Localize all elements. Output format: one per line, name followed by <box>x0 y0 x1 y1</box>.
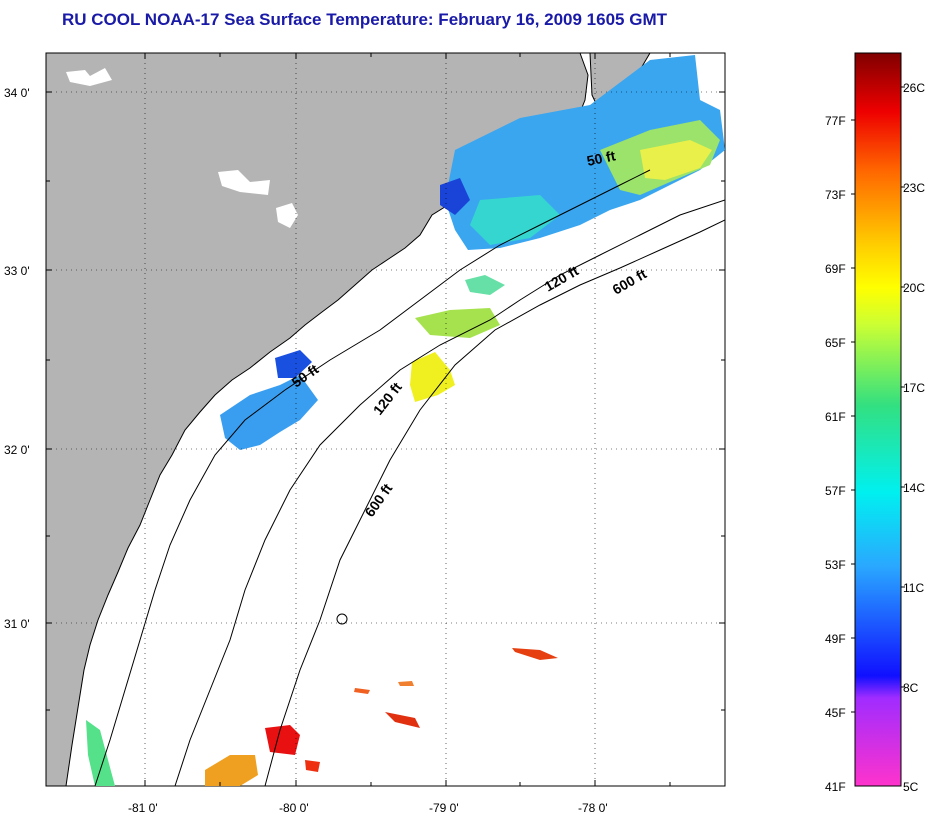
sst-patch-mid-2 <box>415 308 500 338</box>
lake <box>276 203 298 228</box>
lon-tick-label: -78 0' <box>578 801 608 815</box>
lat-tick-label: 33 0' <box>4 264 30 278</box>
sst-patch-warm-4 <box>398 681 414 686</box>
lake <box>218 170 270 195</box>
contour-600ft-loop <box>336 613 348 625</box>
sst-patch-mid-1 <box>465 275 505 295</box>
colorbar-c-label: 20C <box>903 281 925 295</box>
sst-patch-warm-5 <box>265 725 300 755</box>
grid-lines <box>46 53 725 786</box>
sst-patch-south-blue <box>220 375 318 450</box>
colorbar-f-label: 65F <box>825 336 846 350</box>
lake <box>66 68 112 86</box>
sst-patch-north-yellow <box>640 140 712 180</box>
axis-ticks <box>46 53 725 786</box>
sst-patch-mid-yellow <box>410 352 455 402</box>
colorbar-f-label: 53F <box>825 558 846 572</box>
colorbar-f-label: 49F <box>825 632 846 646</box>
colorbar-c-label: 17C <box>903 381 925 395</box>
colorbar-f-label: 69F <box>825 262 846 276</box>
colorbar-c-label: 23C <box>903 181 925 195</box>
contour-600ft <box>264 219 725 786</box>
colorbar-f-label: 57F <box>825 484 846 498</box>
sst-patch-warm-3 <box>354 688 370 694</box>
colorbar-f-label: 73F <box>825 188 846 202</box>
sst-patch-warm-6 <box>205 755 258 786</box>
sst-patch-warm-7 <box>305 760 320 772</box>
sst-patch-warm-1 <box>512 648 558 660</box>
lon-tick-label: -81 0' <box>128 801 158 815</box>
lat-tick-label: 32 0' <box>4 443 30 457</box>
colorbar-f-label: 45F <box>825 706 846 720</box>
lat-tick-label: 34 0' <box>4 86 30 100</box>
colorbar-c-label: 8C <box>903 681 919 695</box>
contour-label: 50 ft <box>585 147 617 169</box>
colorbar-c-label: 14C <box>903 481 925 495</box>
colorbar <box>854 52 902 787</box>
sst-patch-warm-2 <box>385 712 420 728</box>
contour-50ft <box>94 169 651 786</box>
lon-tick-label: -80 0' <box>279 801 309 815</box>
colorbar-c-label: 11C <box>903 581 924 595</box>
colorbar-c-label: 26C <box>903 81 925 95</box>
colorbar-f-label: 41F <box>825 780 846 794</box>
lat-tick-label: 31 0' <box>4 617 30 631</box>
lon-tick-label: -79 0' <box>429 801 459 815</box>
contour-120ft <box>174 199 725 786</box>
colorbar-f-label: 77F <box>825 114 846 128</box>
colorbar-ticks <box>851 86 905 713</box>
sst-patch-south-darkblue <box>275 350 312 378</box>
sst-patch-north-darkblue <box>440 178 470 215</box>
sst-patch-coastal-green <box>86 720 115 786</box>
map-title: RU COOL NOAA-17 Sea Surface Temperature:… <box>62 10 667 29</box>
colorbar-f-label: 61F <box>825 410 846 424</box>
colorbar-c-label: 5C <box>903 780 919 794</box>
sst-patch-north-cyan <box>470 195 560 245</box>
